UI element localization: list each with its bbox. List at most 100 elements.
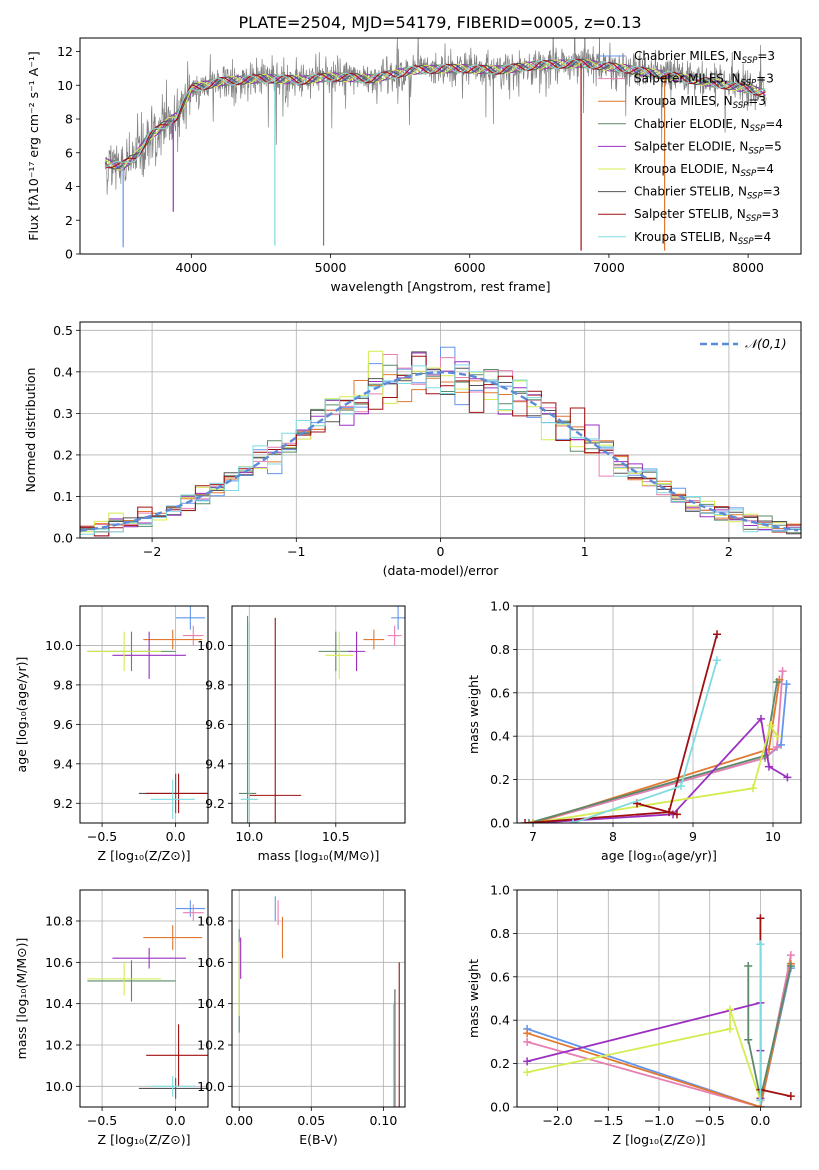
y-tick-label: 0.2 [490, 772, 510, 787]
weight-point-marker [778, 667, 787, 676]
y-tick-label: 10.6 [197, 955, 225, 970]
weight-point-marker [525, 819, 533, 823]
weight-point-marker [523, 1057, 532, 1066]
x-tick-label: 10 [765, 829, 781, 844]
x-tick-label: 8 [609, 829, 617, 844]
axes-frame [79, 321, 802, 539]
x-tick-label: −1.0 [644, 1113, 674, 1128]
x-axis-label: wavelength [Angstrom, rest frame] [330, 279, 550, 294]
plot-area [87, 606, 208, 820]
weight-point-marker [523, 1068, 532, 1077]
y-tick-label: 0.4 [53, 364, 73, 379]
x-tick-label: −0.5 [87, 829, 117, 844]
x-tick-label: 0 [437, 544, 445, 559]
y-tick-label: 0.1 [53, 489, 73, 504]
y-tick-label: 10.8 [197, 914, 225, 929]
y-tick-label: 4 [65, 179, 73, 194]
x-tick-label: −2.0 [542, 1113, 572, 1128]
y-tick-label: 9.4 [205, 756, 225, 771]
weight-point-marker [765, 762, 773, 771]
x-tick-label: −1.5 [593, 1113, 623, 1128]
residuals-panel: −2 −1 0 1 2 0.0 0.1 0.2 0.3 0.4 0.5 (data-model)/er… [23, 321, 802, 578]
x-tick-label: 0.0 [166, 829, 186, 844]
y-tick-label: 9.4 [53, 756, 73, 771]
weight-point-marker [521, 819, 529, 823]
weight-point-marker [523, 1029, 532, 1038]
y-tick-label: 6 [65, 145, 73, 160]
age-vs-mass-panel: 10.0 10.5 9.2 9.4 9.6 9.8 10.0 mass [log₁₀(M/M⊙… [197, 605, 406, 863]
y-tick-label: 0.8 [490, 642, 510, 657]
y-tick-label: 0.3 [53, 406, 73, 421]
model-spectrum-line [104, 58, 766, 170]
spectrum-legend: Chabrier MILES, NSSP=3 Salpeter MILES, NS… [598, 49, 783, 247]
weight-series-line [636, 802, 678, 816]
x-tick-label: 0.10 [369, 1113, 397, 1128]
plot-area [238, 606, 405, 823]
y-tick-label: 0.6 [490, 685, 510, 700]
weight-point-marker [786, 961, 795, 970]
weight-series-line [526, 954, 792, 1107]
weight-point-marker [786, 1092, 795, 1101]
y-axis-label: mass [log₁₀(M/M⊙)] [14, 938, 29, 1060]
x-tick-label: 10.0 [235, 829, 263, 844]
y-tick-label: 9.8 [205, 677, 225, 692]
axes-frame [79, 889, 209, 1108]
y-tick-label: 0.0 [53, 531, 73, 546]
x-axis-label: (data-model)/error [383, 563, 500, 578]
y-tick-label: 0.0 [490, 1100, 510, 1115]
y-tick-label: 10.0 [45, 638, 73, 653]
x-tick-label: −0.5 [695, 1113, 725, 1128]
weight-vs-metallicity-panel: −2.0 −1.5 −1.0 −0.5 0.0 0.0 0.2 0.4 0.6 0.8 1.0 Z [… [466, 883, 802, 1147]
plot-area [87, 900, 208, 1099]
y-tick-label: 10 [57, 78, 73, 93]
spectrum-panel: 4000 5000 6000 7000 8000 0 2 4 6 8 10 12 wavelength … [26, 37, 802, 294]
weight-point-marker [756, 1096, 765, 1105]
x-axis-label: mass [log₁₀(M/M⊙)] [258, 848, 380, 863]
y-tick-label: 10.2 [45, 1038, 73, 1053]
model-spectrum-line [105, 59, 766, 168]
mass-vs-ebv-panel: 0.00 0.05 0.10 10.0 10.2 10.4 10.6 10.8 E(B-V) [197, 889, 406, 1147]
x-axis-label: age [log₁₀(age/yr)] [601, 848, 717, 863]
x-tick-label: 10.5 [322, 829, 350, 844]
weight-point-marker [773, 677, 781, 686]
weight-point-marker [569, 819, 577, 823]
plot-area [238, 896, 400, 1107]
weight-series-line [532, 716, 788, 823]
x-tick-label: 2 [725, 544, 733, 559]
y-tick-label: 0.2 [53, 447, 73, 462]
weight-series-line [532, 671, 784, 823]
y-tick-label: 10.0 [45, 1079, 73, 1094]
x-tick-label: 4000 [175, 260, 207, 275]
weight-point-marker [756, 940, 765, 949]
axes-frame [231, 605, 406, 824]
y-tick-label: 9.6 [205, 717, 225, 732]
legend-label: Chabrier ELODIE, NSSP=4 [634, 117, 783, 134]
x-tick-label: 7 [529, 829, 537, 844]
legend-label: Salpeter MILES, NSSP=3 [634, 72, 774, 89]
plot-area [104, 38, 767, 251]
x-tick-label: 8000 [732, 260, 764, 275]
x-tick-label: 7000 [593, 260, 625, 275]
weight-series-line [526, 1009, 762, 1101]
y-axis-label: Flux [fλ10⁻¹⁷ erg cm⁻² s⁻¹ A⁻¹] [26, 51, 41, 240]
x-tick-label: 5000 [315, 260, 347, 275]
y-tick-label: 10.4 [45, 996, 73, 1011]
x-tick-label: 1 [581, 544, 589, 559]
y-tick-label: 9.6 [53, 717, 73, 732]
x-axis-label: E(B-V) [299, 1132, 338, 1147]
plot-area [80, 346, 801, 538]
weight-series-line [759, 918, 792, 1098]
plot-area [523, 914, 795, 1107]
y-tick-label: 0.2 [490, 1056, 510, 1071]
weight-point-marker [773, 732, 781, 741]
weight-point-marker [744, 961, 753, 970]
weight-series-line [572, 660, 718, 823]
x-tick-label: 9 [689, 829, 697, 844]
weight-point-marker [529, 819, 537, 823]
y-tick-label: 10.4 [197, 996, 225, 1011]
y-tick-label: 9.2 [53, 796, 73, 811]
x-tick-label: −2 [143, 544, 161, 559]
y-tick-label: 1.0 [490, 599, 510, 614]
x-tick-label: 0.0 [750, 1113, 770, 1128]
